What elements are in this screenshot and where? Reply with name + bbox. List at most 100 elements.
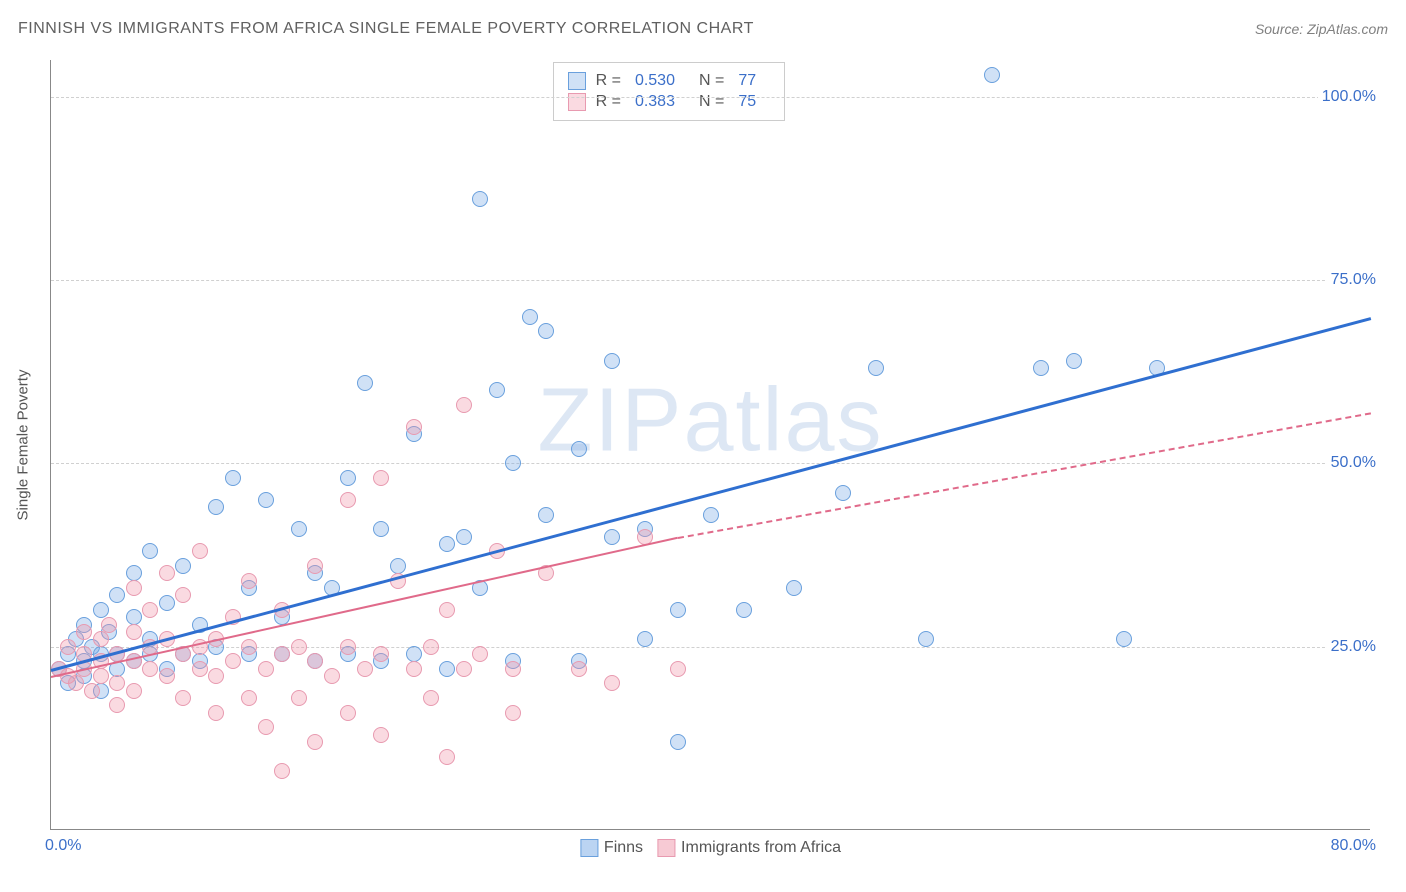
- data-point: [538, 507, 554, 523]
- legend-item: Finns: [580, 839, 643, 857]
- data-point: [93, 668, 109, 684]
- data-point: [373, 727, 389, 743]
- data-point: [670, 734, 686, 750]
- data-point: [505, 705, 521, 721]
- data-point: [307, 734, 323, 750]
- data-point: [274, 763, 290, 779]
- data-point: [208, 668, 224, 684]
- data-point: [786, 580, 802, 596]
- data-point: [505, 661, 521, 677]
- data-point: [373, 646, 389, 662]
- data-point: [109, 675, 125, 691]
- data-point: [258, 661, 274, 677]
- trend-line: [51, 317, 1372, 672]
- page-title: FINNISH VS IMMIGRANTS FROM AFRICA SINGLE…: [18, 20, 754, 38]
- data-point: [175, 587, 191, 603]
- data-point: [984, 67, 1000, 83]
- data-point: [241, 639, 257, 655]
- data-point: [406, 419, 422, 435]
- data-point: [456, 397, 472, 413]
- data-point: [406, 646, 422, 662]
- data-point: [835, 485, 851, 501]
- gridline: [51, 463, 1370, 464]
- data-point: [68, 675, 84, 691]
- data-point: [340, 705, 356, 721]
- legend-swatch: [580, 839, 598, 857]
- data-point: [1066, 353, 1082, 369]
- data-point: [472, 191, 488, 207]
- data-point: [736, 602, 752, 618]
- watermark-zip: ZIP: [537, 371, 683, 471]
- data-point: [918, 631, 934, 647]
- data-point: [126, 624, 142, 640]
- y-tick-label: 50.0%: [1327, 454, 1380, 472]
- data-point: [390, 558, 406, 574]
- data-point: [291, 639, 307, 655]
- data-point: [241, 573, 257, 589]
- legend-label: Immigrants from Africa: [681, 839, 841, 857]
- legend-swatch: [657, 839, 675, 857]
- data-point: [406, 661, 422, 677]
- watermark: ZIPatlas: [537, 370, 883, 473]
- data-point: [439, 749, 455, 765]
- data-point: [604, 353, 620, 369]
- data-point: [192, 543, 208, 559]
- data-point: [258, 719, 274, 735]
- data-point: [439, 536, 455, 552]
- data-point: [159, 595, 175, 611]
- correlation-legend: R =0.530N =77R =0.383N =75: [553, 62, 786, 121]
- data-point: [109, 697, 125, 713]
- data-point: [1116, 631, 1132, 647]
- legend-label: Finns: [604, 839, 643, 857]
- data-point: [1033, 360, 1049, 376]
- gridline: [51, 97, 1370, 98]
- data-point: [175, 690, 191, 706]
- data-point: [307, 558, 323, 574]
- data-point: [604, 529, 620, 545]
- data-point: [84, 683, 100, 699]
- data-point: [159, 668, 175, 684]
- n-value: 77: [738, 72, 756, 90]
- data-point: [423, 690, 439, 706]
- data-point: [538, 323, 554, 339]
- data-point: [307, 653, 323, 669]
- data-point: [76, 624, 92, 640]
- data-point: [291, 690, 307, 706]
- data-point: [126, 609, 142, 625]
- data-point: [291, 521, 307, 537]
- data-point: [373, 521, 389, 537]
- data-point: [472, 646, 488, 662]
- data-point: [357, 375, 373, 391]
- x-tick-max: 80.0%: [1331, 837, 1376, 855]
- data-point: [340, 492, 356, 508]
- data-point: [208, 705, 224, 721]
- header-bar: FINNISH VS IMMIGRANTS FROM AFRICA SINGLE…: [18, 20, 1388, 38]
- data-point: [505, 455, 521, 471]
- y-tick-label: 75.0%: [1327, 271, 1380, 289]
- data-point: [604, 675, 620, 691]
- legend-item: Immigrants from Africa: [657, 839, 841, 857]
- y-tick-label: 25.0%: [1327, 638, 1380, 656]
- data-point: [439, 602, 455, 618]
- data-point: [225, 653, 241, 669]
- data-point: [142, 661, 158, 677]
- data-point: [489, 382, 505, 398]
- data-point: [126, 565, 142, 581]
- data-point: [241, 690, 257, 706]
- data-point: [258, 492, 274, 508]
- series-legend: Finns Immigrants from Africa: [580, 839, 841, 857]
- data-point: [423, 639, 439, 655]
- source-attribution: Source: ZipAtlas.com: [1255, 21, 1388, 37]
- data-point: [208, 499, 224, 515]
- data-point: [670, 661, 686, 677]
- scatter-chart: Single Female Poverty ZIPatlas 0.0% 80.0…: [50, 60, 1370, 830]
- data-point: [703, 507, 719, 523]
- gridline: [51, 280, 1370, 281]
- data-point: [571, 661, 587, 677]
- data-point: [93, 631, 109, 647]
- n-label: N =: [699, 72, 724, 90]
- data-point: [126, 580, 142, 596]
- r-value: 0.530: [635, 72, 675, 90]
- data-point: [357, 661, 373, 677]
- data-point: [142, 543, 158, 559]
